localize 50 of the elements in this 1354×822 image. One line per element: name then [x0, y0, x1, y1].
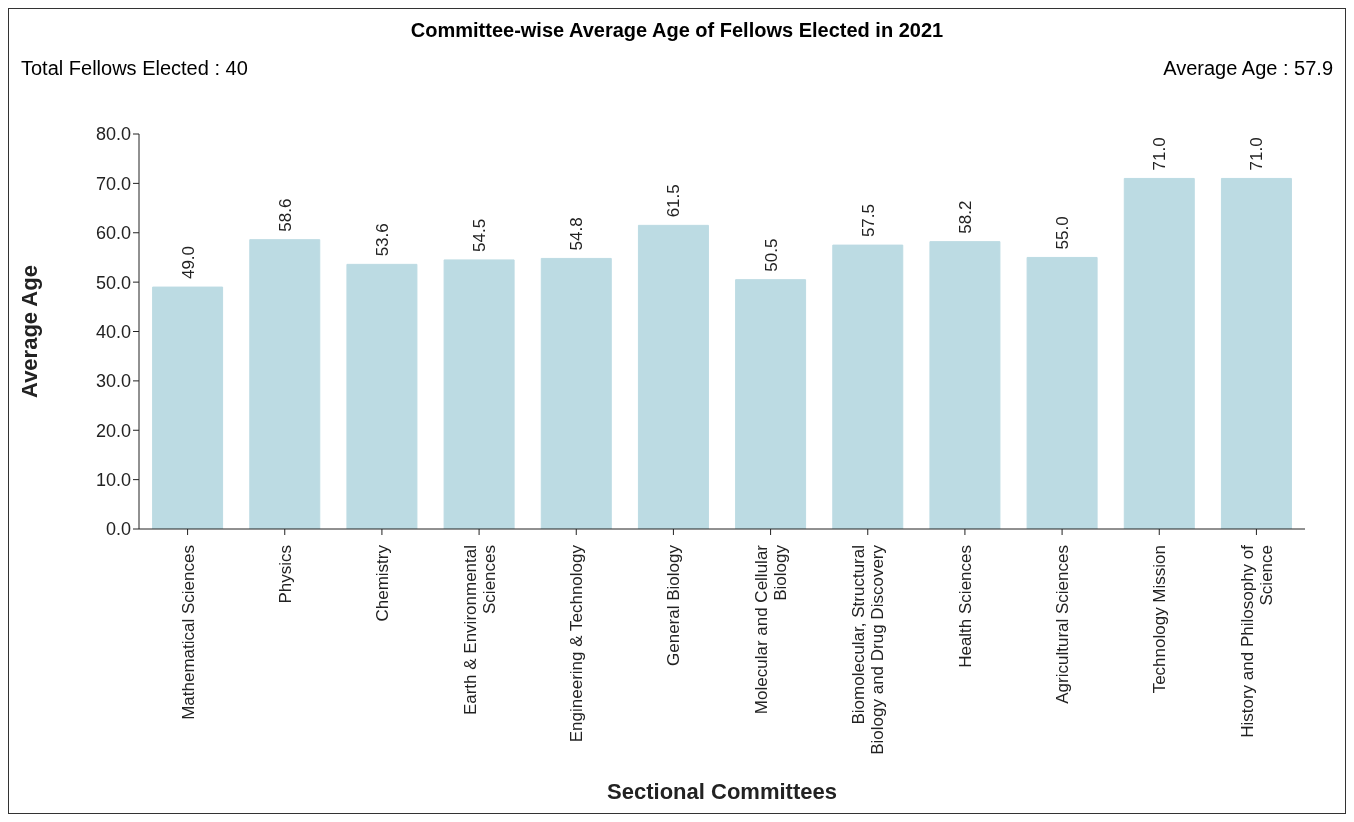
bar	[540, 257, 612, 529]
data-label: 54.5	[470, 218, 490, 252]
bar	[443, 259, 515, 529]
y-tick-label: 0.0	[105, 519, 131, 540]
data-label: 71.0	[1247, 137, 1267, 171]
data-label: 58.2	[955, 200, 975, 234]
data-label: 57.5	[858, 204, 878, 238]
x-tick-label: Health Sciences	[955, 545, 975, 668]
bar	[735, 279, 807, 529]
data-label: 54.8	[567, 217, 587, 251]
y-axis-title: Average Age	[16, 265, 42, 398]
x-tick-label: Chemistry	[372, 544, 392, 622]
y-tick-label: 60.0	[95, 223, 131, 244]
x-tick-label: Technology Mission	[1150, 545, 1170, 694]
y-tick-label: 10.0	[95, 470, 131, 491]
y-tick-label: 40.0	[95, 321, 131, 342]
bar	[637, 224, 709, 529]
x-tick-label: Biomolecular, Structural Biology and Drug Discovery	[849, 544, 888, 755]
y-tick-label: 80.0	[95, 124, 131, 145]
x-tick-label: History and Philosophy of Science	[1237, 544, 1276, 738]
y-tick-label: 20.0	[95, 420, 131, 441]
x-tick-label: Earth & Environmental Sciences	[460, 545, 499, 716]
bar	[1123, 177, 1195, 529]
data-label: 58.6	[275, 198, 295, 232]
y-tick-label: 70.0	[95, 173, 131, 194]
x-tick-label: Molecular and Cellular Biology	[752, 544, 791, 715]
y-tick-label: 50.0	[95, 272, 131, 293]
bar	[346, 263, 418, 529]
bar	[1220, 177, 1292, 529]
data-label: 49.0	[178, 245, 198, 280]
data-label: 61.5	[664, 184, 684, 218]
text: Total Fellows Elected : 40	[21, 57, 248, 80]
y-tick-label: 30.0	[95, 371, 131, 392]
text: Average Age : 57.9	[1163, 57, 1333, 80]
data-label: 53.6	[372, 223, 392, 257]
chart-title: Committee-wise Average Age of Fellows Elected in 2021	[409, 19, 945, 42]
bar	[929, 241, 1001, 529]
x-tick-label: Engineering & Technology	[567, 544, 587, 743]
data-label: 55.0	[1053, 216, 1073, 250]
x-tick-label: Agricultural Sciences	[1053, 545, 1073, 704]
data-label: 71.0	[1150, 137, 1170, 171]
bar	[152, 286, 224, 529]
data-label: 50.5	[761, 238, 781, 272]
x-axis-title: Sectional Committees	[607, 779, 837, 804]
bar	[832, 244, 904, 529]
x-tick-label: Physics	[275, 545, 295, 604]
x-tick-label: Mathematical Sciences	[178, 545, 198, 720]
bar	[249, 239, 321, 529]
x-tick-label: General Biology	[664, 544, 684, 666]
bar	[1026, 256, 1098, 529]
